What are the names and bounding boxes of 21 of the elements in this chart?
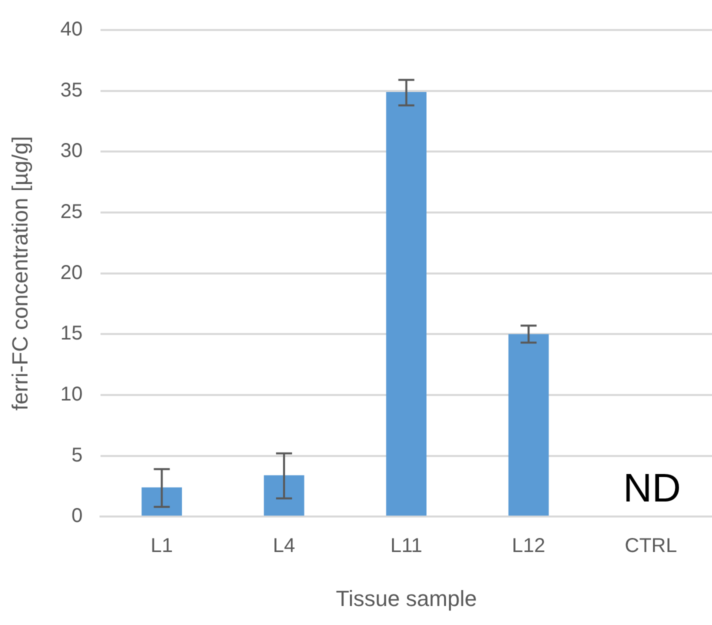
y-tick-label: 10 xyxy=(60,383,83,406)
x-tick-label: L1 xyxy=(150,535,173,558)
y-axis-title: ferri-FC concentration [µg/g] xyxy=(7,136,32,410)
y-tick-label: 15 xyxy=(60,322,83,345)
y-tick-label: 20 xyxy=(60,262,83,284)
x-tick-label: L4 xyxy=(272,535,296,558)
y-tick-label: 35 xyxy=(60,79,83,102)
y-tick-label: 40 xyxy=(60,18,83,41)
y-tick-label: 30 xyxy=(60,140,83,162)
x-tick-label: CTRL xyxy=(624,535,677,558)
y-tick-label: 25 xyxy=(60,200,83,223)
y-tick-label: 5 xyxy=(72,444,83,466)
bar xyxy=(142,487,182,516)
x-tick-label: L12 xyxy=(512,535,546,558)
x-axis-title: Tissue sample xyxy=(336,586,477,611)
x-tick-label: L11 xyxy=(390,535,422,558)
annotation: ND xyxy=(623,466,681,511)
bar xyxy=(508,334,549,516)
y-tick-label: 0 xyxy=(72,505,83,528)
bar xyxy=(386,92,426,516)
bar xyxy=(264,475,304,516)
